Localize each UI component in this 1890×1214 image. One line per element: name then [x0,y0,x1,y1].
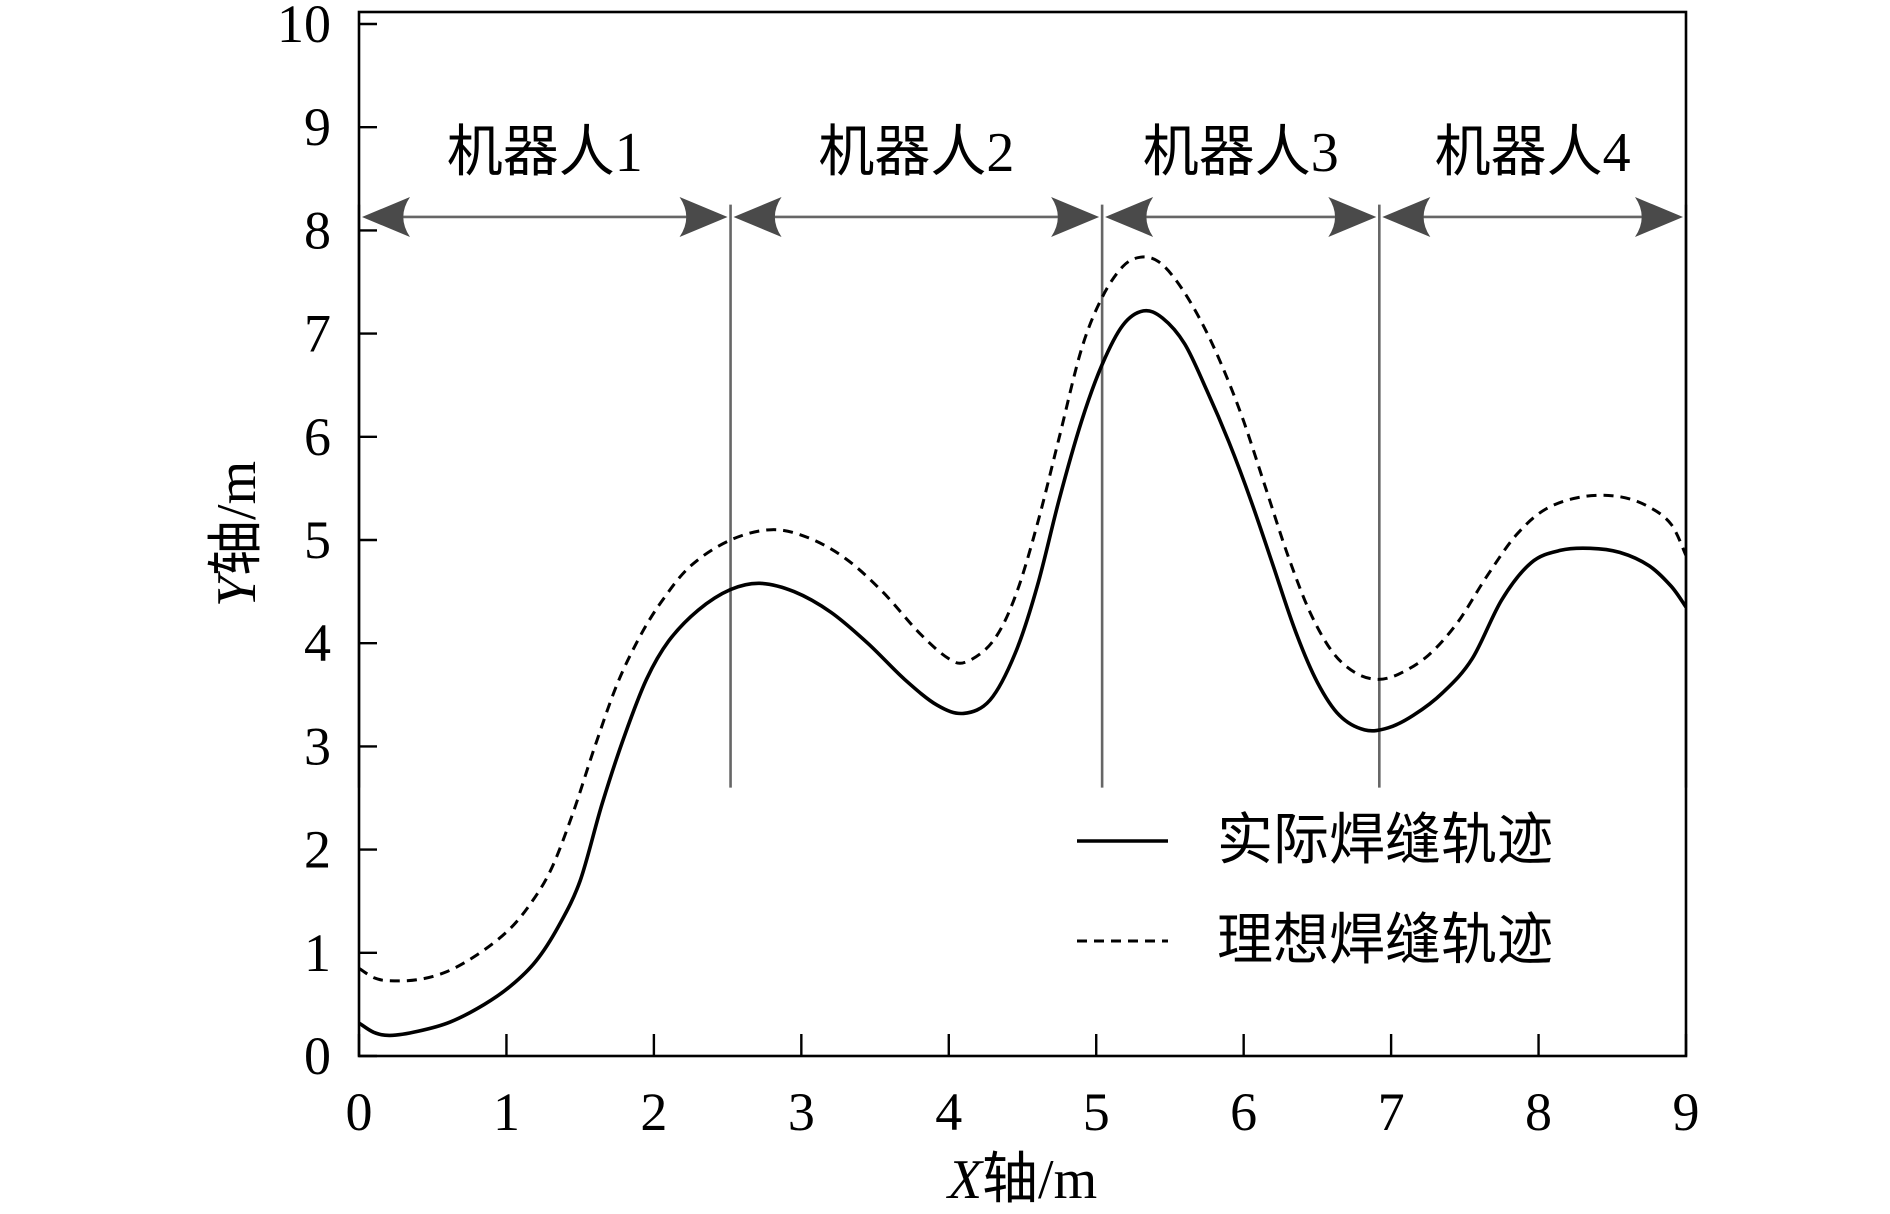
y-axis-title: Y轴/m [206,461,268,607]
robot-range-arrows [362,196,1683,237]
x-tick-label: 3 [788,1082,815,1142]
arrowhead-right [679,196,728,237]
x-tick-label: 7 [1378,1082,1405,1142]
robot-range-arrow [1105,196,1377,237]
x-tick-label: 6 [1230,1082,1257,1142]
robot-label: 机器人3 [1143,122,1339,184]
robot-range-arrow [1382,196,1683,237]
axis-titles: X轴/mY轴/m [206,461,1097,1211]
legend-label: 理想焊缝轨迹 [1217,910,1553,972]
robot-label: 机器人4 [1435,122,1631,184]
y-tick-label: 8 [304,200,331,260]
x-tick-label: 5 [1083,1082,1110,1142]
arrowhead-left [362,196,410,237]
y-tick-label: 1 [304,923,331,983]
y-tick-label: 7 [304,304,331,364]
y-tick-label: 10 [277,0,331,54]
y-tick-label: 4 [304,613,331,673]
x-tick-label: 1 [493,1082,520,1142]
tick-labels: 0 1 2 3 4 5 6 7 8 9 0 1 2 3 4 5 6 7 8 9 10 [277,0,1700,1142]
x-tick-label: 0 [346,1082,373,1142]
y-tick-label: 3 [304,716,331,776]
arrowhead-left [1382,196,1431,237]
robot-label: 机器人2 [818,122,1014,184]
y-tick-label: 5 [304,510,331,570]
arrowhead-right [1635,196,1683,237]
arrowhead-right [1051,196,1100,237]
arrowhead-right [1328,196,1377,237]
x-axis-title: X轴/m [946,1149,1097,1211]
x-tick-label: 8 [1525,1082,1552,1142]
axis-ticks [357,22,1688,1058]
robot-labels: 机器人1 机器人2 机器人3 机器人4 [447,122,1631,184]
x-axis-title-variable: X [946,1149,985,1211]
legend-entry: 实际焊缝轨迹 [1077,810,1553,872]
robot-label: 机器人1 [447,122,643,184]
x-tick-label: 2 [640,1082,667,1142]
plot-frame [357,10,1688,1058]
robot-range-arrow [362,196,728,237]
legend-entry: 理想焊缝轨迹 [1077,910,1553,972]
y-tick-label: 2 [304,820,331,880]
plot-border [357,10,1688,1058]
x-axis-title-unit: 轴/m [982,1149,1097,1211]
x-tick-label: 4 [935,1082,962,1142]
legend-label: 实际焊缝轨迹 [1217,810,1553,872]
series-line-ideal [359,255,1686,983]
series-lines [359,255,1686,1038]
arrowhead-left [1105,196,1154,237]
series-line-actual [359,308,1686,1038]
y-axis-title-unit: 轴/m [206,461,268,576]
arrowhead-left [733,196,782,237]
robot-range-arrow [733,196,1100,237]
y-tick-label: 0 [304,1026,331,1086]
y-tick-label: 6 [304,407,331,467]
robot-dividers [357,204,1688,788]
x-tick-label: 9 [1673,1082,1700,1142]
y-axis-title-variable: Y [206,570,268,607]
y-tick-label: 9 [304,97,331,157]
